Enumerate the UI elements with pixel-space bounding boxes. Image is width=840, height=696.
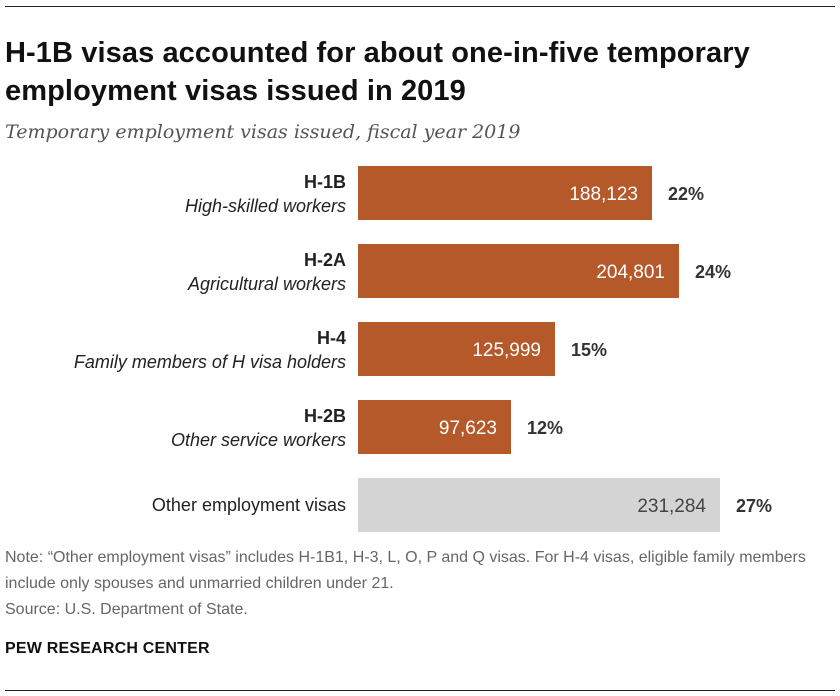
bar-value-label: 231,284 [637,496,706,517]
bar-h-4 [358,322,555,376]
bar-h-2a [358,244,679,298]
bar-h-2b [358,400,511,454]
category-description-label: Other employment visas [152,495,346,515]
category-code-label: H-2A [304,250,346,270]
bar-percent-label: 15% [571,340,607,360]
bar-value-label: 125,999 [472,340,541,361]
category-code-label: H-4 [317,328,346,348]
bar-value-label: 97,623 [439,418,497,439]
bar-percent-label: 12% [527,418,563,438]
chart-title: H-1B visas accounted for about one-in-fi… [5,37,750,107]
bar-value-label: 204,801 [596,262,665,283]
category-code-label: H-2B [304,406,346,426]
bar-percent-label: 22% [668,184,704,204]
bar-h-1b [358,166,652,220]
bars-layer: H-1B High-skilled workers 188,123 22% H-2A Ag… [74,166,772,532]
bar-percent-label: 27% [736,496,772,516]
category-description-label: Agricultural workers [187,274,346,294]
category-description-label: High-skilled workers [185,196,346,216]
bar-percent-label: 24% [695,262,731,282]
top-rule [5,6,835,7]
chart-subtitle: Temporary employment visas issued, fisca… [5,121,521,143]
category-code-label: H-1B [304,172,346,192]
bar-chart: H-1B High-skilled workers 188,123 22% H-2A Ag… [74,166,772,532]
bar-value-label: 188,123 [569,184,638,205]
source-text: Source: U.S. Department of State. [5,601,248,618]
bottom-rule [5,690,835,691]
category-description-label: Other service workers [171,430,346,450]
bar-other [358,478,720,532]
category-description-label: Family members of H visa holders [74,352,346,372]
note-text: Note: “Other employment visas” includes … [5,549,806,592]
brand-logo-text: PEW RESEARCH CENTER [5,640,210,657]
chart-note: Note: “Other employment visas” includes … [5,545,825,623]
